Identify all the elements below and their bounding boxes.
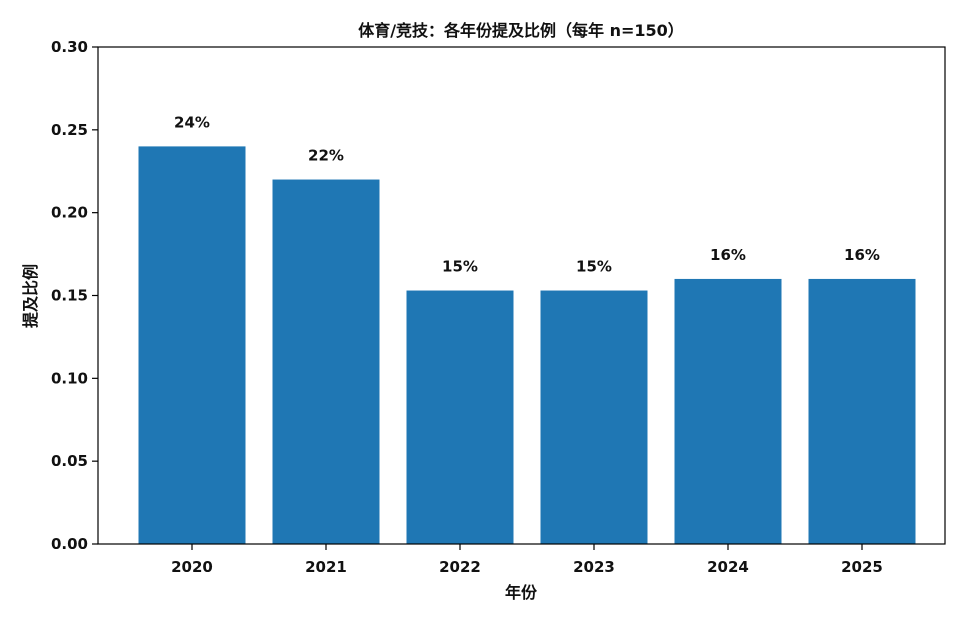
y-tick-label: 0.05 — [51, 452, 88, 470]
plot-frame — [97, 46, 946, 545]
bar-data-label: 15% — [576, 258, 612, 276]
bar — [674, 278, 782, 544]
chart-title: 体育/竞技：各年份提及比例（每年 n=150） — [358, 21, 684, 40]
bar-data-label: 16% — [844, 246, 880, 264]
y-tick-label: 0.30 — [51, 38, 88, 56]
y-tick-label: 0.00 — [51, 535, 88, 553]
x-tick-label: 2021 — [305, 558, 347, 576]
x-tick-label: 2022 — [439, 558, 481, 576]
bar-data-label: 22% — [308, 147, 344, 165]
y-tick-label: 0.25 — [51, 121, 88, 139]
x-tick-label: 2020 — [171, 558, 213, 576]
bar — [272, 179, 380, 545]
y-tick-label: 0.20 — [51, 204, 88, 222]
y-tick-label: 0.15 — [51, 287, 88, 305]
bar — [540, 290, 648, 544]
y-axis-label: 提及比例 — [21, 264, 40, 328]
x-axis-label: 年份 — [505, 583, 538, 602]
x-tick-label: 2025 — [841, 558, 883, 576]
x-tick-label: 2023 — [573, 558, 615, 576]
bar — [138, 146, 246, 544]
bar-data-label: 15% — [442, 258, 478, 276]
x-tick-label: 2024 — [707, 558, 749, 576]
bar — [406, 290, 514, 544]
bar — [808, 278, 916, 544]
plot-area: 0.00 0.05 0.10 0.15 0.20 0.25 0.30 2020 24% 2021 2… — [51, 38, 916, 576]
bar-data-label: 16% — [710, 246, 746, 264]
bar-data-label: 24% — [174, 113, 210, 131]
y-tick-label: 0.10 — [51, 369, 88, 387]
